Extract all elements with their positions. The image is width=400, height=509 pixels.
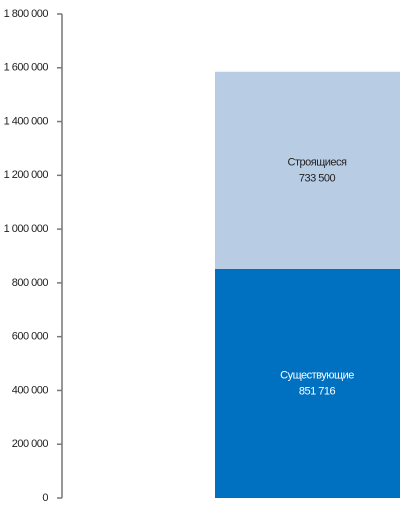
y-tick-label: 400 000 xyxy=(12,384,49,396)
y-tick-label: 1 800 000 xyxy=(4,8,49,20)
y-tick-label: 0 xyxy=(42,492,48,504)
y-tick-label: 1 000 000 xyxy=(4,223,49,235)
y-tick-label: 600 000 xyxy=(12,331,49,343)
y-tick-label: 200 000 xyxy=(12,438,49,450)
bar-segment xyxy=(215,71,400,269)
value-label: 851 716 xyxy=(299,385,336,397)
y-tick-label: 1 200 000 xyxy=(4,169,49,181)
y-tick-label: 1 600 000 xyxy=(4,62,49,74)
segment-name: Существующие xyxy=(280,369,354,381)
value-label: 733 500 xyxy=(299,172,336,184)
segment-name: Строящиеся xyxy=(288,156,347,168)
bar-segment xyxy=(215,268,400,498)
y-tick-label: 800 000 xyxy=(12,277,49,289)
y-tick-label: 1 400 000 xyxy=(4,115,49,127)
